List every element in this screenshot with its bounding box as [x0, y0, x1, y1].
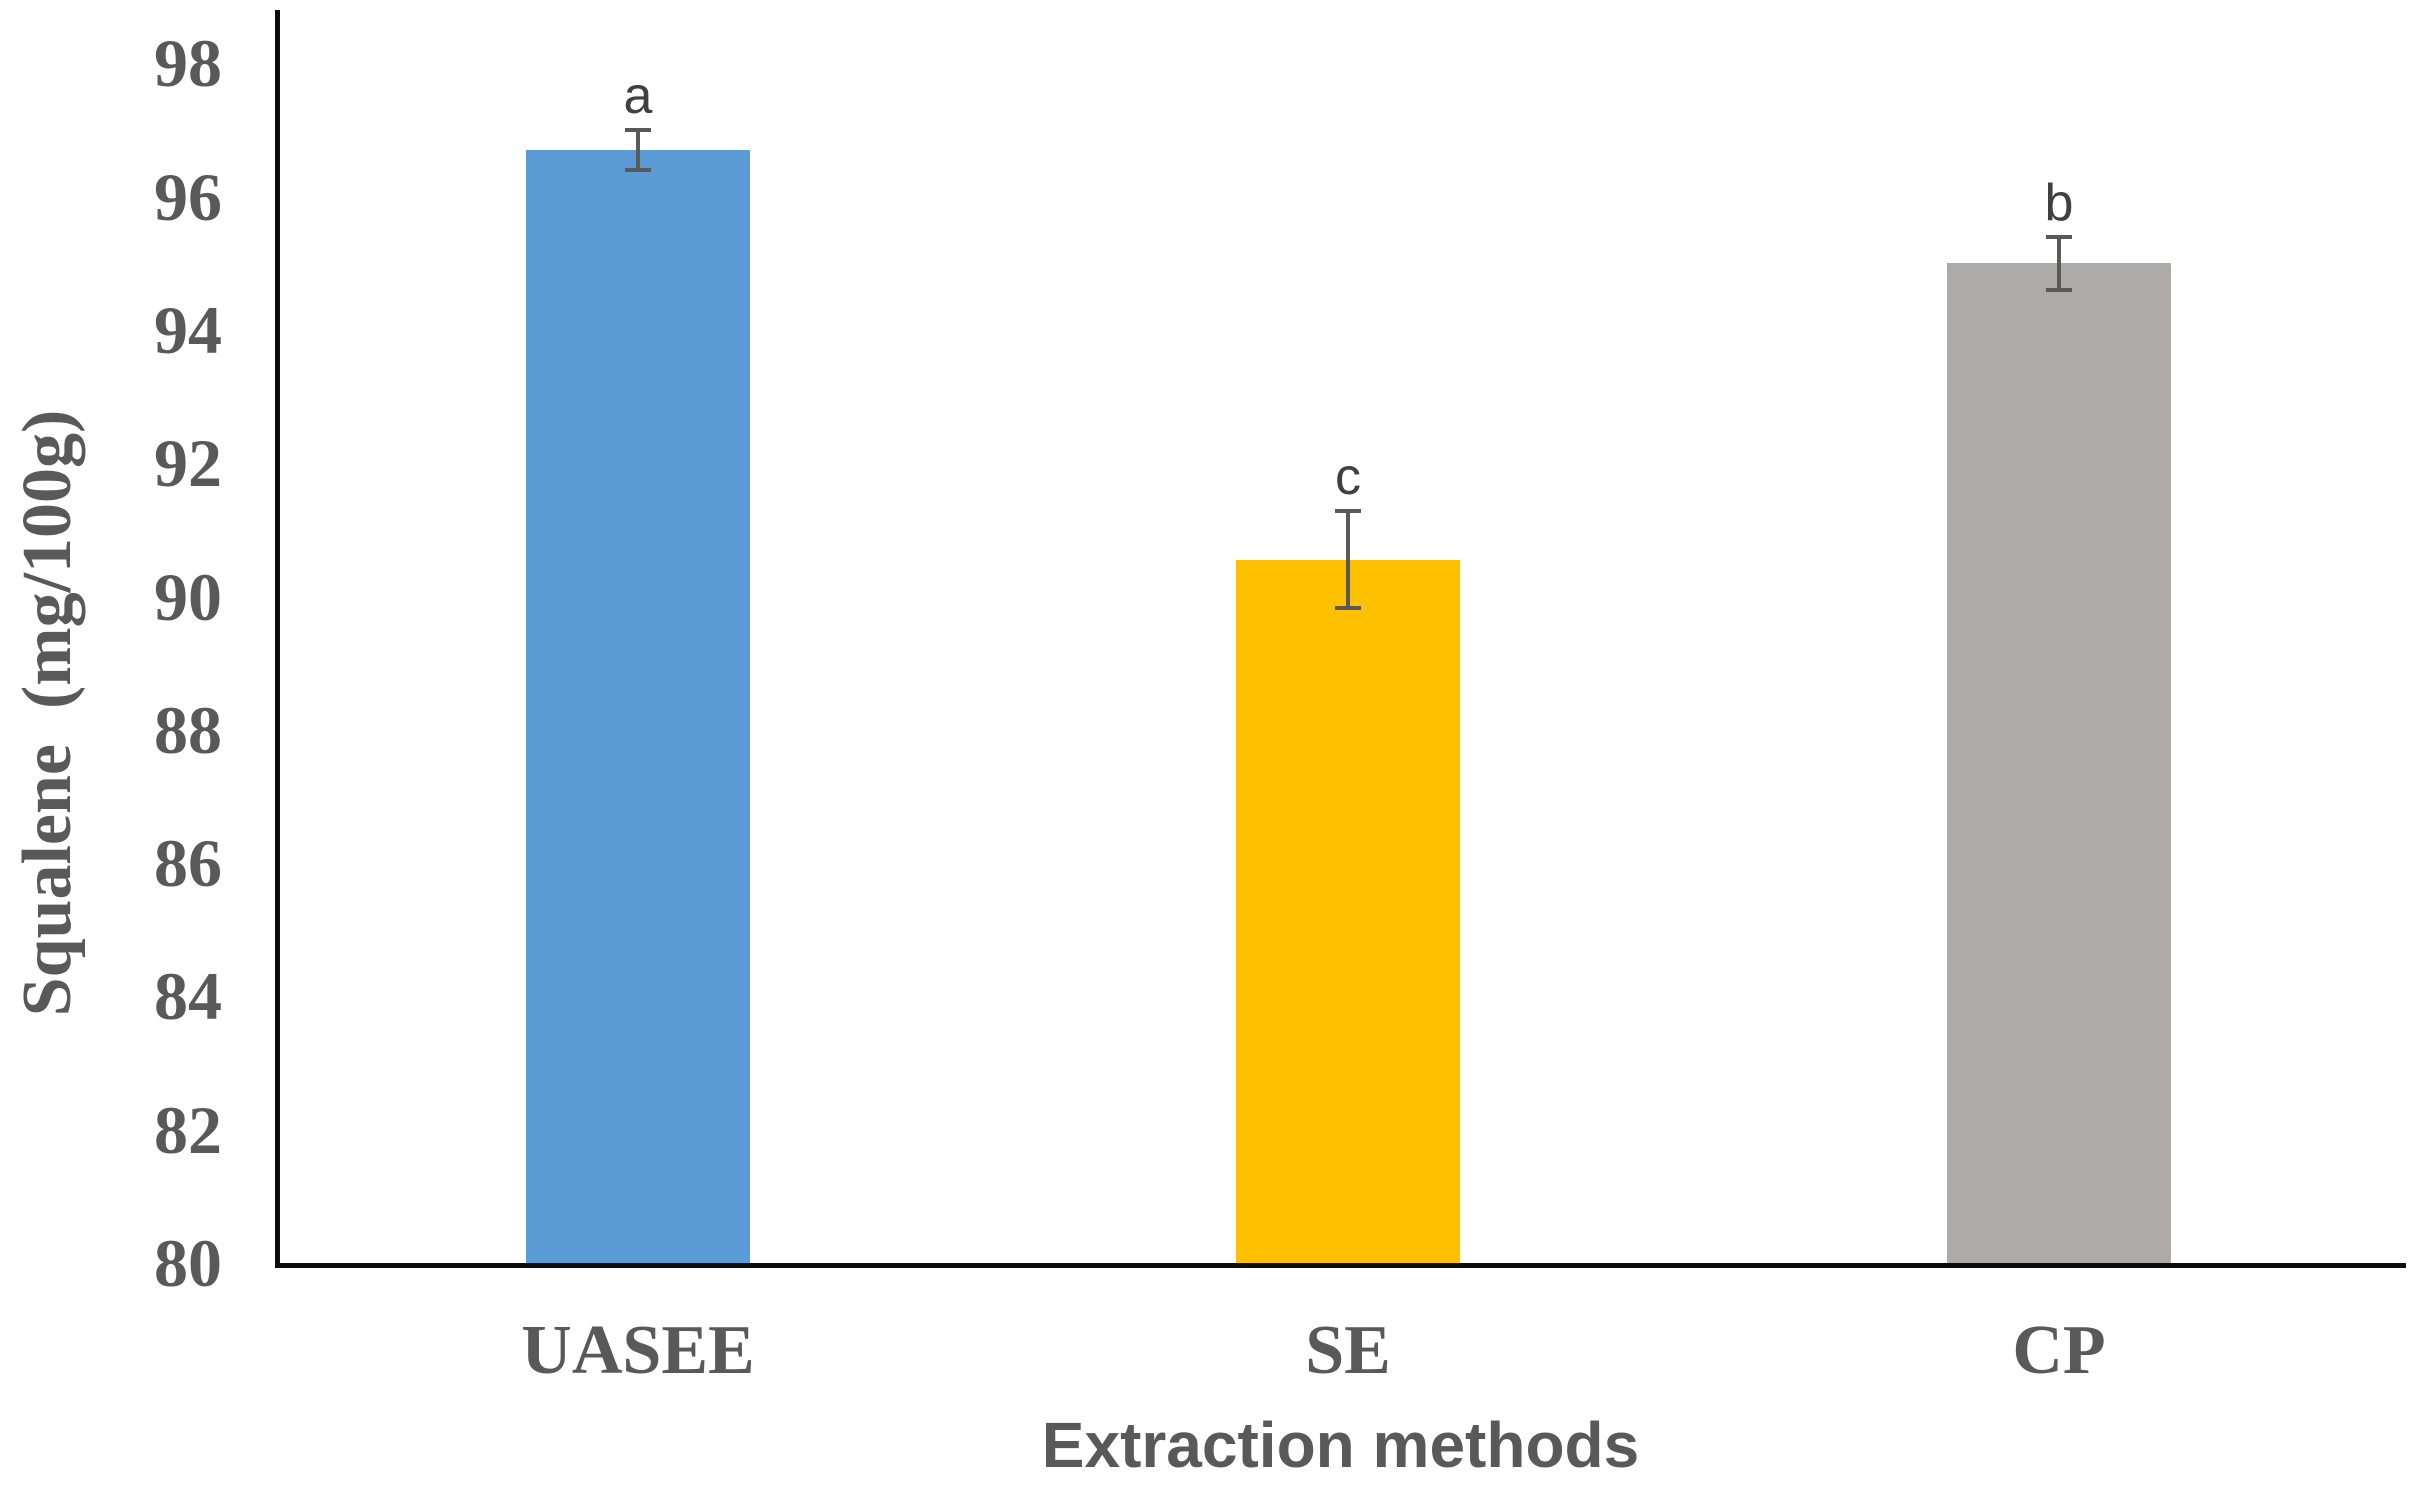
significance-letter-se: c	[1335, 448, 1361, 507]
error-bar-cap-lower-se	[1335, 606, 1361, 611]
y-tick-label-80: 80	[154, 1225, 222, 1301]
y-axis-line	[275, 10, 280, 1268]
x-category-label-se: SE	[1305, 1312, 1391, 1389]
bar-cp	[1947, 263, 2171, 1263]
significance-letter-uasee: a	[623, 66, 653, 125]
y-tick-label-96: 96	[154, 158, 222, 235]
error-bar-cap-upper-se	[1335, 509, 1361, 514]
error-bar-cap-lower-cp	[2046, 287, 2072, 292]
x-category-label-uasee: UASEE	[521, 1312, 755, 1389]
bar-uasee	[526, 149, 750, 1263]
y-tick-label-94: 94	[154, 291, 222, 368]
y-tick-label-86: 86	[154, 825, 222, 902]
y-tick-label-90: 90	[154, 558, 222, 635]
y-tick-label-88: 88	[154, 691, 222, 768]
y-tick-label-92: 92	[154, 425, 222, 502]
error-bar-cap-upper-uasee	[625, 127, 651, 132]
x-axis-line	[275, 1263, 2406, 1268]
y-tick-label-84: 84	[154, 958, 222, 1035]
error-bar-cp	[2057, 236, 2061, 290]
bar-se	[1236, 559, 1460, 1263]
x-category-label-cp: CP	[2012, 1312, 2106, 1389]
y-tick-label-82: 82	[154, 1091, 222, 1168]
y-tick-label-98: 98	[154, 25, 222, 102]
error-bar-cap-lower-uasee	[625, 167, 651, 172]
x-axis-title: Extraction methods	[1041, 1409, 1640, 1481]
error-bar-uasee	[636, 129, 640, 170]
error-bar-se	[1346, 511, 1350, 609]
error-bar-cap-upper-cp	[2046, 234, 2072, 239]
significance-letter-cp: b	[2044, 173, 2074, 232]
